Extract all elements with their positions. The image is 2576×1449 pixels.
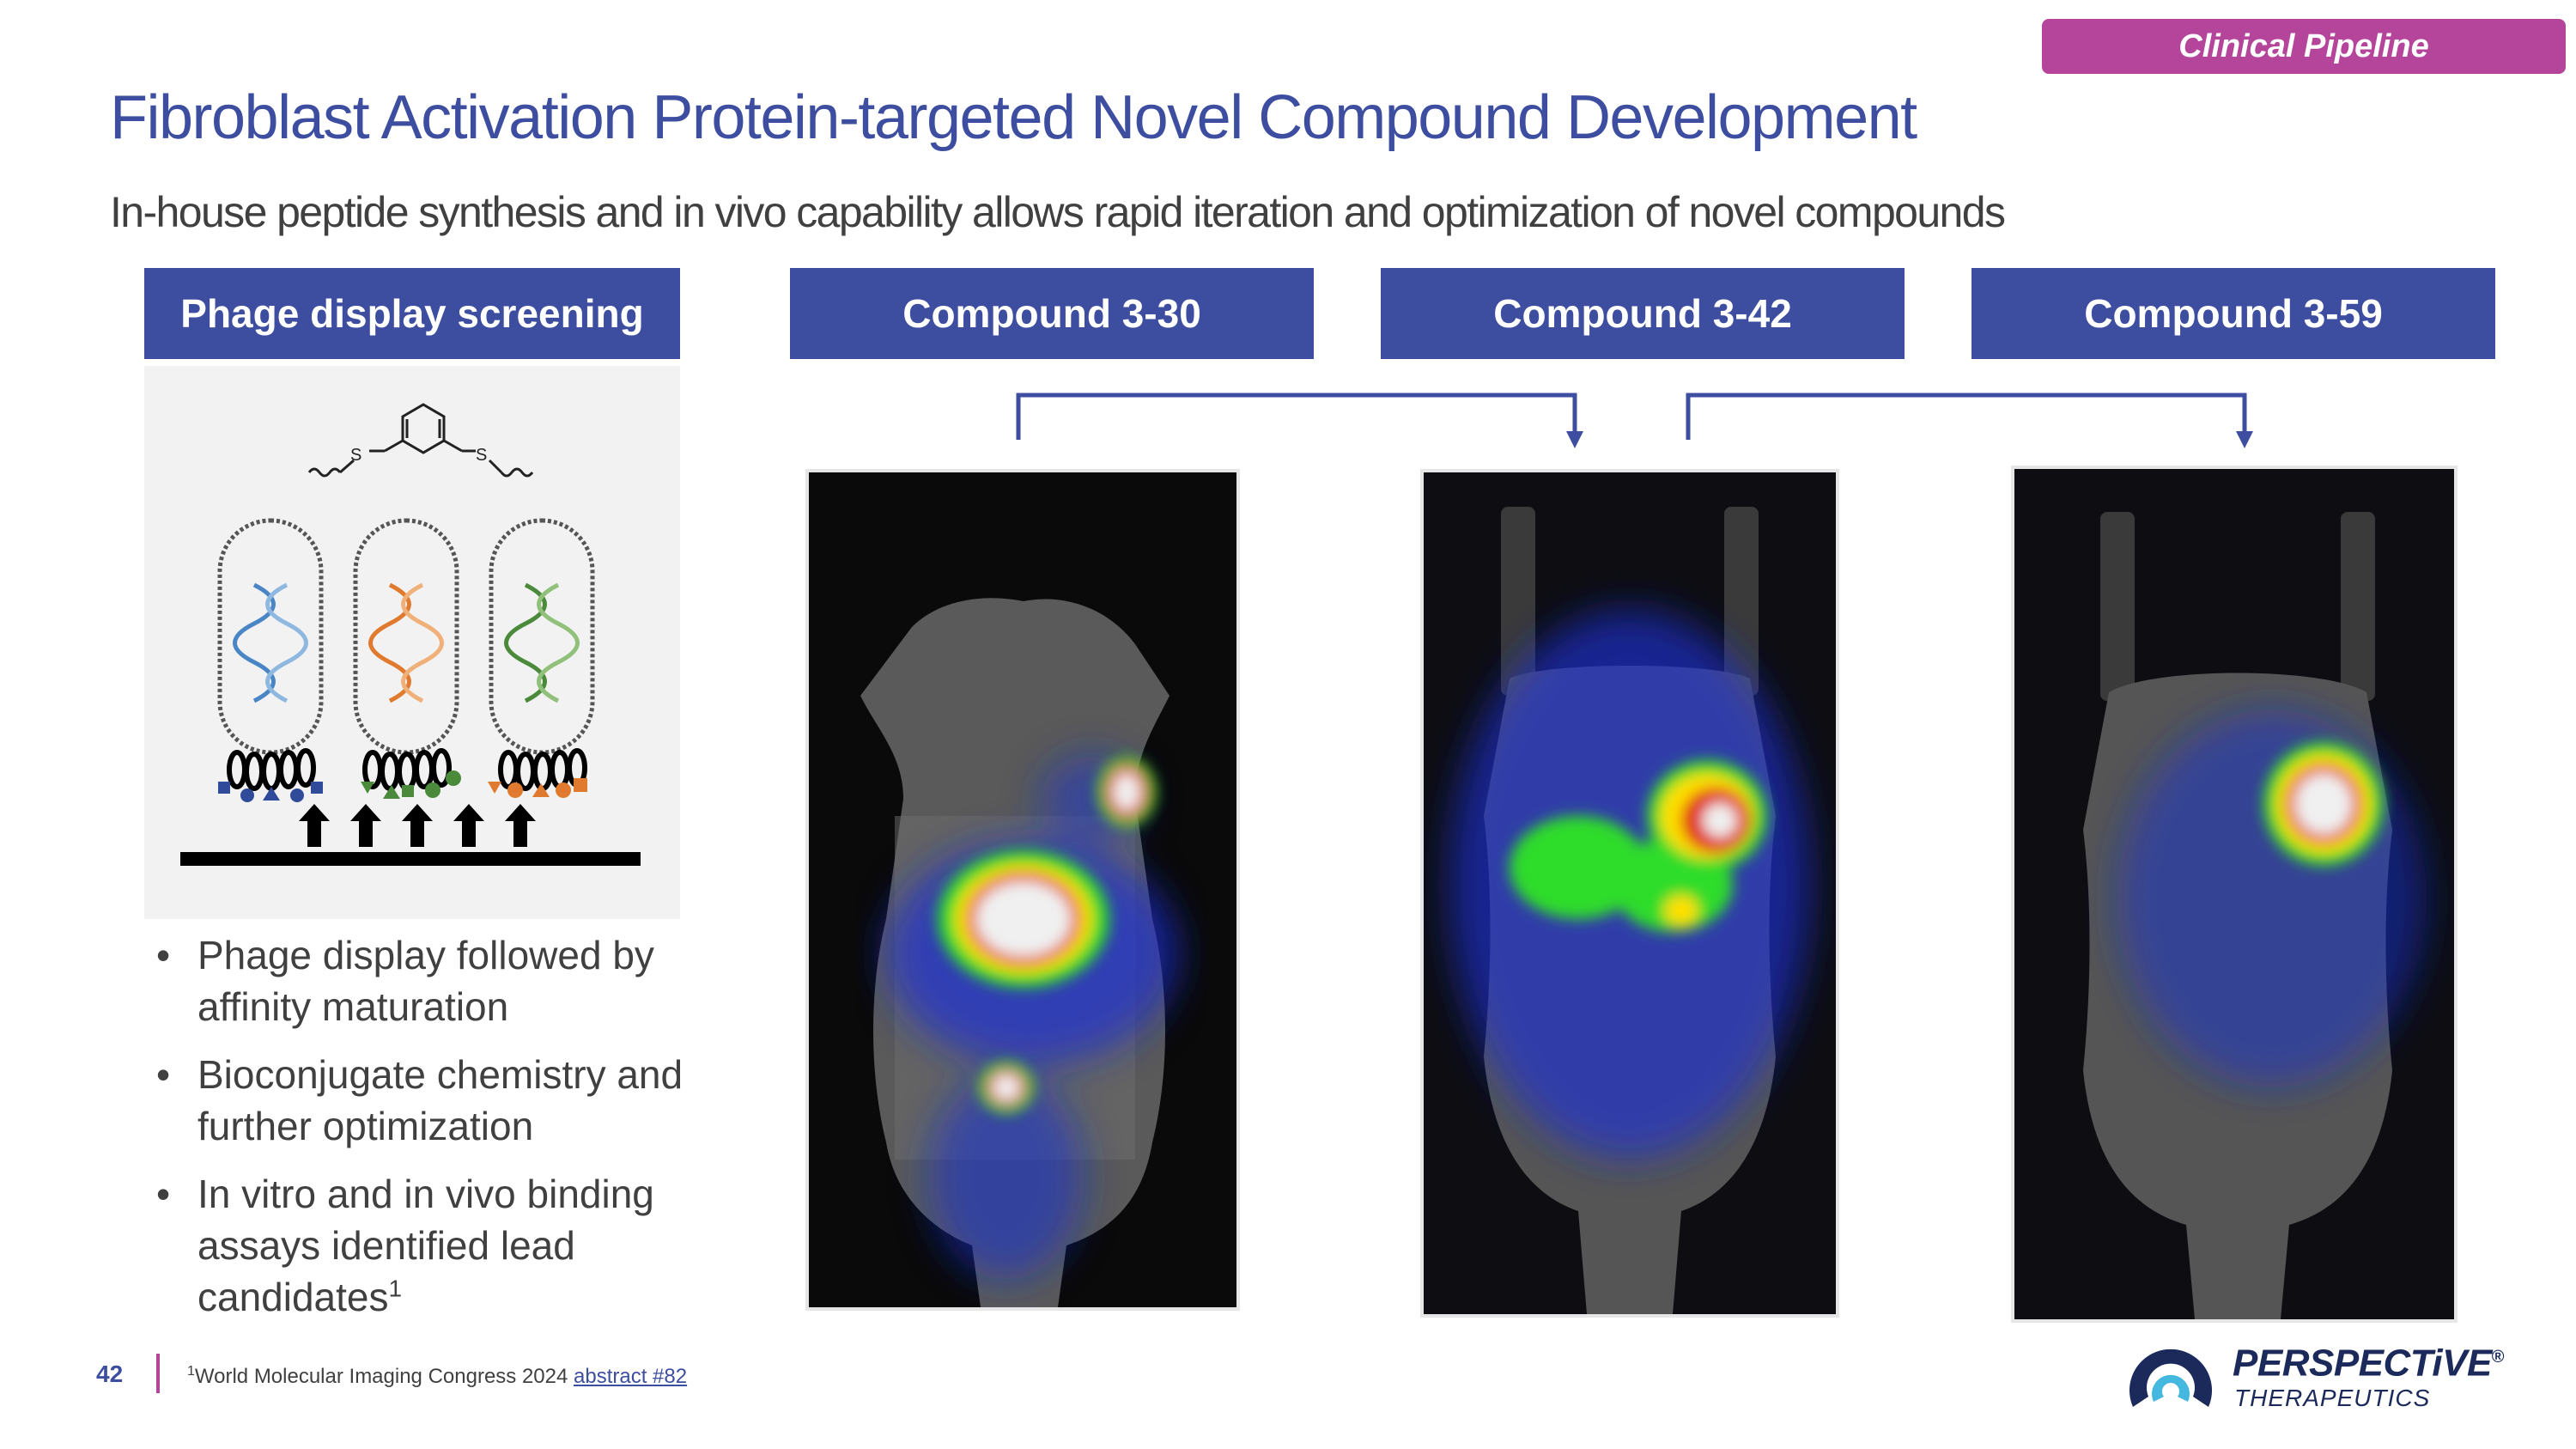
- phage-particle-orange: [353, 518, 461, 799]
- phage-display-diagram: S S: [180, 403, 641, 866]
- sulfur-label-left: S: [350, 446, 361, 465]
- clinical-pipeline-badge: Clinical Pipeline: [2042, 19, 2566, 74]
- scan-image-compound-3-42: [1420, 469, 1839, 1318]
- logo-wordmark: PERSPECTiVE: [2233, 1342, 2492, 1385]
- footer-divider: [156, 1354, 160, 1393]
- bullet-item: In vitro and in vivo binding assays iden…: [153, 1168, 702, 1323]
- phage-particle-blue: [217, 518, 324, 802]
- binding-arrows: [299, 804, 536, 847]
- scan-image-compound-3-59: [2011, 466, 2458, 1323]
- linker-molecule: [307, 403, 534, 478]
- footnote-marker: 1: [388, 1275, 403, 1302]
- logo-subtitle: THERAPEUTICS: [2234, 1384, 2431, 1411]
- abstract-link[interactable]: abstract #82: [574, 1365, 688, 1388]
- perspective-logo-icon: [2129, 1349, 2212, 1407]
- arrow-342-to-359: [1686, 393, 2247, 440]
- iteration-arrows: [1016, 393, 2253, 448]
- header-compound-3-59: Compound 3-59: [1971, 268, 2495, 359]
- phage-display-illustration: S S: [144, 366, 680, 919]
- company-logo: PERSPECTiVE® THERAPEUTICS: [2233, 1342, 2505, 1411]
- bullet-list: Phage display followed by affinity matur…: [153, 929, 702, 1339]
- phage-particle-green: [488, 518, 595, 798]
- bullet-item: Phage display followed by affinity matur…: [153, 929, 702, 1032]
- header-phage-display: Phage display screening: [144, 268, 680, 359]
- header-compound-3-42: Compound 3-42: [1381, 268, 1905, 359]
- sulfur-label-right: S: [476, 446, 487, 465]
- header-compound-3-30: Compound 3-30: [790, 268, 1314, 359]
- arrow-330-to-342: [1016, 393, 1577, 440]
- scan-image-compound-3-30: [805, 469, 1240, 1311]
- page-number: 42: [96, 1361, 124, 1387]
- footnote: 1World Molecular Imaging Congress 2024 a…: [187, 1364, 688, 1388]
- page-title: Fibroblast Activation Protein-targeted N…: [110, 83, 1917, 152]
- target-surface: [180, 852, 641, 866]
- bullet-item: Bioconjugate chemistry and further optim…: [153, 1049, 702, 1152]
- page-subtitle: In-house peptide synthesis and in vivo c…: [110, 188, 2006, 236]
